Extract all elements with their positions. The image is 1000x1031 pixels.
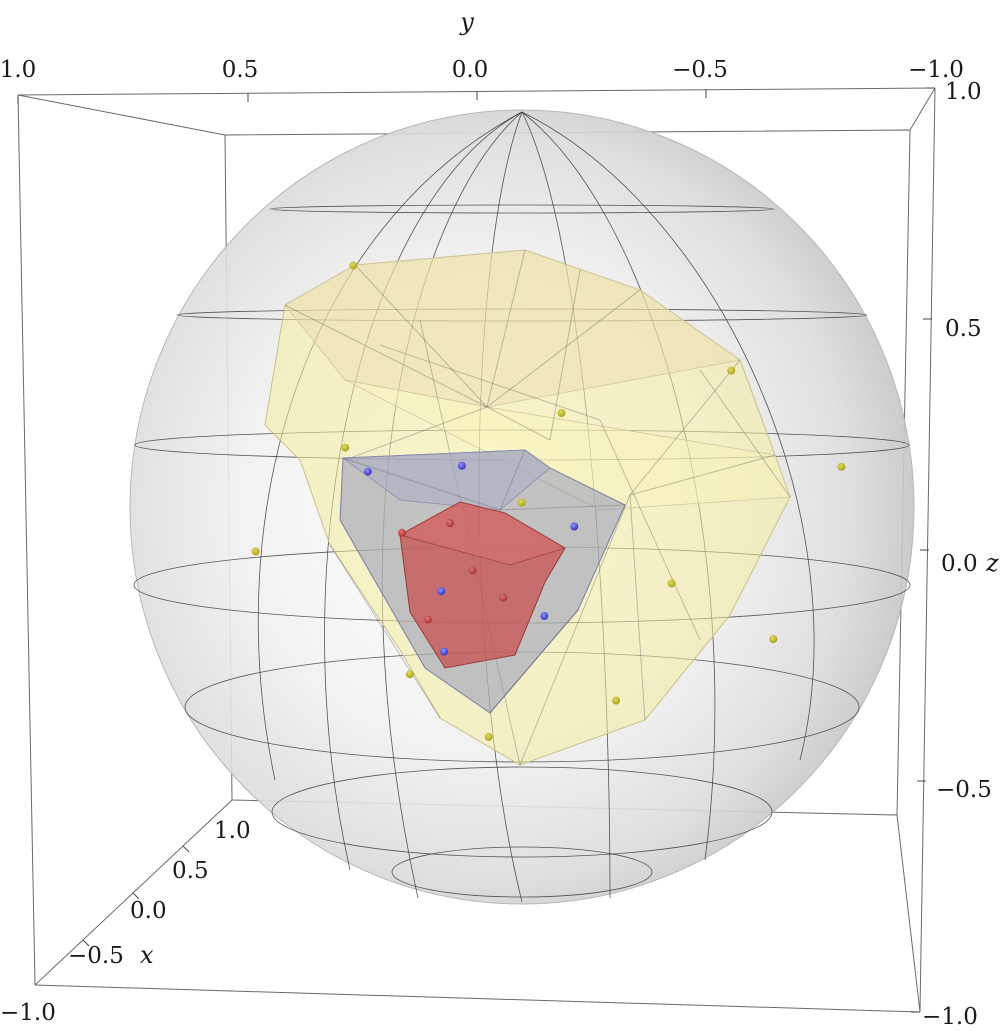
red-point xyxy=(398,528,406,537)
blue-hull-triangulation xyxy=(342,449,626,714)
yellow-point xyxy=(612,696,621,705)
blue-point xyxy=(437,587,446,596)
red-point xyxy=(445,519,454,527)
blue-point xyxy=(457,461,466,470)
yellow-point xyxy=(251,547,260,556)
blue-point xyxy=(363,467,372,476)
z-axis-tick-labels: 1.0 0.5 0.0 z −0.5 −1.0 xyxy=(922,79,999,1030)
x-tick-label: 0.5 xyxy=(172,858,209,884)
blue-point xyxy=(440,647,449,656)
z-tick-label: 0.5 xyxy=(945,316,982,342)
yellow-point xyxy=(484,732,493,741)
x-axis-label: x xyxy=(140,941,154,969)
x-axis-tick-labels: 1.0 0.5 0.0 −0.5 x −1.0 xyxy=(0,818,251,1026)
blue-point xyxy=(540,612,549,620)
z-tick-label: −0.5 xyxy=(936,777,992,803)
x-tick-label: −0.5 xyxy=(68,943,124,969)
blue-point xyxy=(570,522,579,531)
y-tick-label: 0.5 xyxy=(222,57,259,83)
z-axis-label: z xyxy=(985,549,999,577)
yellow-point xyxy=(405,670,414,679)
data-points xyxy=(251,261,846,741)
z-tick-label: −1.0 xyxy=(922,1004,978,1030)
yellow-point xyxy=(557,409,566,417)
red-point xyxy=(423,615,432,624)
x-tick-label: 0.0 xyxy=(130,898,167,924)
yellow-point xyxy=(341,443,350,452)
y-tick-label: −0.5 xyxy=(672,57,728,83)
y-axis-tick-labels: 1.0 0.5 0.0 −0.5 −1.0 y xyxy=(0,8,964,83)
yellow-point xyxy=(769,635,778,644)
y-tick-label: 0.0 xyxy=(452,57,489,83)
yellow-point xyxy=(517,498,526,507)
red-convex-hull xyxy=(398,501,566,669)
axis-ticks xyxy=(17,87,935,1013)
red-point xyxy=(468,566,477,575)
yellow-point xyxy=(727,366,736,375)
z-tick-label: 1.0 xyxy=(945,79,982,105)
red-point xyxy=(499,593,508,602)
x-tick-label: 1.0 xyxy=(214,818,251,844)
yellow-point xyxy=(349,261,358,270)
yellow-point xyxy=(667,579,676,588)
z-tick-label: 0.0 xyxy=(941,551,978,577)
y-tick-label: −1.0 xyxy=(908,57,964,83)
x-tick-label: −1.0 xyxy=(0,1000,56,1026)
yellow-point xyxy=(837,462,846,471)
y-tick-label: 1.0 xyxy=(0,57,36,83)
y-axis-label: y xyxy=(459,8,474,36)
